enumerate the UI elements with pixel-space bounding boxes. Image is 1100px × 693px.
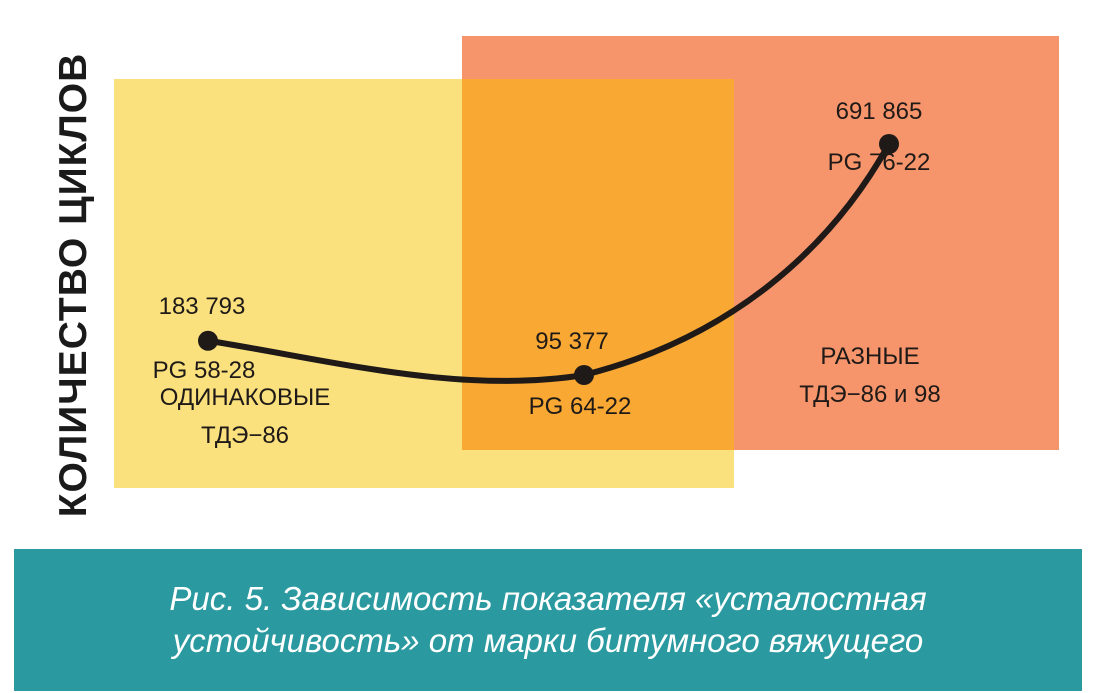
data-label-category-1: PG 58-28 [153, 357, 256, 384]
chart: ОДИНАКОВЫЕ ТДЭ−86 РАЗНЫЕ ТДЭ−86 и 98 КОЛ… [52, 36, 1059, 518]
data-label-category-2: PG 64-22 [529, 393, 632, 420]
region-overlap [462, 79, 734, 450]
figure-caption: Рис. 5. Зависимость показателя «усталост… [14, 549, 1082, 691]
data-points: 183 793 PG 58-28 95 377 PG 64-22 691 865 PG 7… [153, 98, 931, 420]
region-same-label-line2: ТДЭ−86 [201, 422, 289, 449]
data-point-1 [198, 330, 218, 351]
region-same-label-line1: ОДИНАКОВЫЕ [160, 384, 331, 411]
data-label-value-2: 95 377 [535, 328, 608, 355]
caption-line-1: Рис. 5. Зависимость показателя «усталост… [169, 580, 927, 617]
data-label-value-3: 691 865 [836, 98, 923, 125]
y-axis-label: КОЛИЧЕСТВО ЦИКЛОВ [52, 53, 95, 518]
region-different-label-line2: ТДЭ−86 и 98 [799, 381, 941, 408]
data-point-3 [879, 134, 899, 154]
caption-line-2: устойчивость» от марки битумного вяжущег… [172, 622, 924, 659]
data-point-2 [574, 365, 594, 385]
data-label-value-1: 183 793 [159, 293, 246, 320]
data-label-category-3: PG 76-22 [828, 149, 931, 176]
region-different-label-line1: РАЗНЫЕ [820, 343, 919, 370]
